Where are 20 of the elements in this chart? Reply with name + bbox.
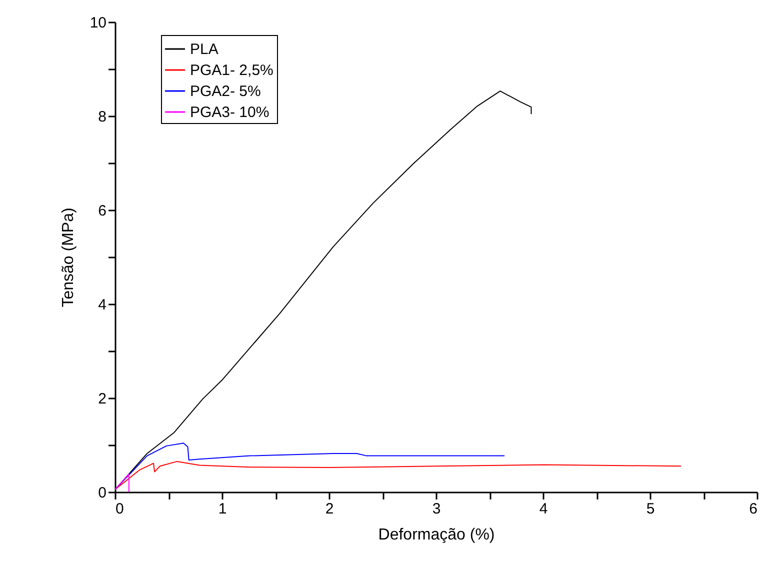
y-tick-label: 0	[98, 484, 106, 502]
x-axis-title: Deformação (%)	[378, 526, 495, 544]
x-tick-label: 1	[218, 500, 227, 518]
x-tick-label: 3	[432, 500, 441, 518]
x-tick-label: 4	[539, 500, 548, 518]
y-tick-label: 8	[98, 108, 106, 126]
x-tick-label: 6	[749, 500, 758, 518]
line-series	[115, 460, 682, 490]
y-tick-label: 6	[98, 202, 106, 220]
legend-label: PGA1- 2,5%	[190, 62, 274, 79]
y-tick-label: 2	[98, 390, 106, 408]
x-tick-label: 5	[646, 500, 655, 518]
y-tick-label: 10	[90, 14, 106, 32]
x-tick-label: 2	[325, 500, 334, 518]
y-tick-label: 4	[98, 296, 106, 314]
y-axis-title: Tensão (MPa)	[60, 208, 77, 308]
legend-label: PLA	[190, 41, 218, 58]
legend-label: PGA2- 5%	[190, 83, 261, 100]
x-tick-label: 0	[116, 500, 124, 518]
legend-label: PGA3- 10%	[190, 104, 270, 121]
